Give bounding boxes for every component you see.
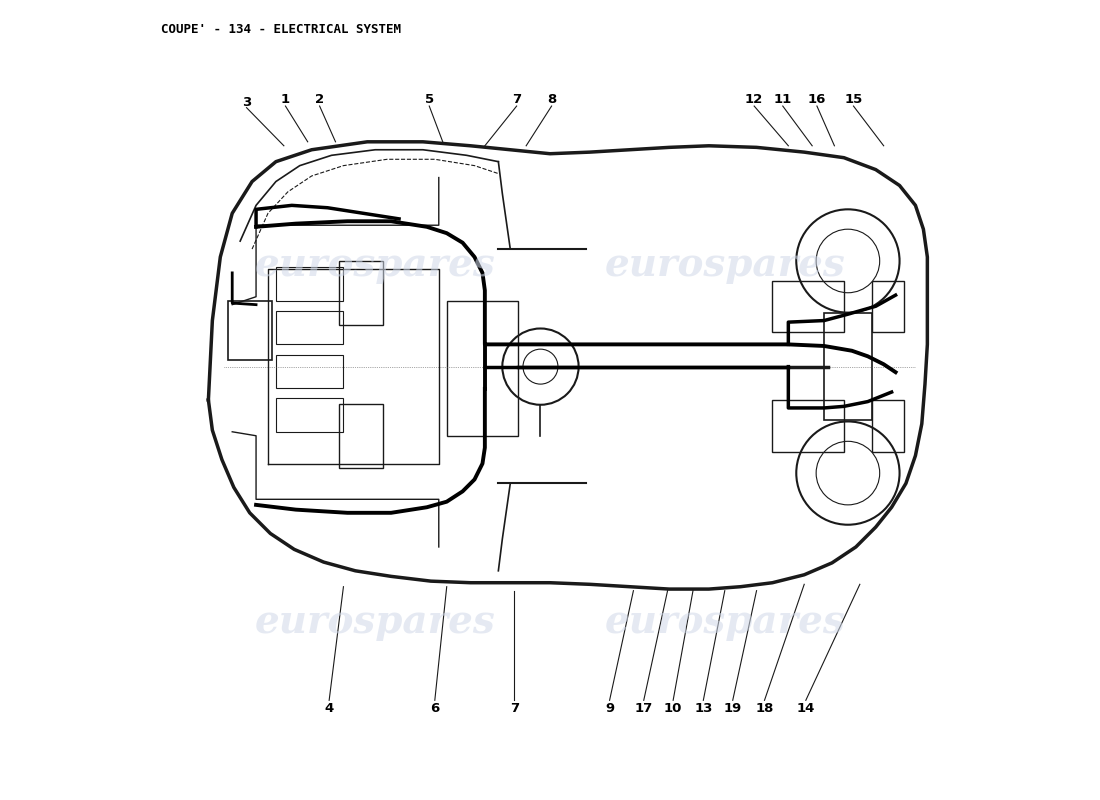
Bar	[276, 354, 343, 388]
Text: 1: 1	[280, 93, 290, 106]
Bar	[824, 313, 872, 420]
Text: COUPE' - 134 - ELECTRICAL SYSTEM: COUPE' - 134 - ELECTRICAL SYSTEM	[161, 22, 400, 36]
Text: 19: 19	[724, 702, 741, 714]
Text: 7: 7	[509, 702, 519, 714]
Text: 17: 17	[635, 702, 653, 714]
Bar	[276, 311, 343, 344]
Bar	[772, 400, 844, 452]
Bar	[340, 261, 383, 325]
Bar	[447, 301, 518, 436]
Text: 9: 9	[605, 702, 614, 714]
Text: 18: 18	[756, 702, 773, 714]
Text: 5: 5	[425, 93, 433, 106]
Text: 11: 11	[773, 93, 792, 106]
Text: eurospares: eurospares	[604, 603, 845, 642]
Text: 8: 8	[547, 93, 557, 106]
Text: 4: 4	[324, 702, 333, 714]
Text: 2: 2	[315, 93, 324, 106]
Text: 16: 16	[807, 93, 826, 106]
Bar	[276, 398, 343, 432]
Text: eurospares: eurospares	[255, 246, 496, 284]
Text: 14: 14	[796, 702, 815, 714]
Text: 15: 15	[845, 93, 862, 106]
Text: 13: 13	[694, 702, 713, 714]
Text: 7: 7	[513, 93, 521, 106]
Text: eurospares: eurospares	[255, 603, 496, 642]
Bar	[872, 281, 903, 333]
Text: 10: 10	[664, 702, 682, 714]
Bar	[276, 267, 343, 301]
Bar	[229, 301, 272, 360]
Text: 6: 6	[430, 702, 439, 714]
Text: eurospares: eurospares	[604, 246, 845, 284]
Bar	[872, 400, 903, 452]
Text: 3: 3	[242, 95, 251, 109]
Bar	[340, 404, 383, 467]
Bar	[772, 281, 844, 333]
Text: 12: 12	[745, 93, 763, 106]
